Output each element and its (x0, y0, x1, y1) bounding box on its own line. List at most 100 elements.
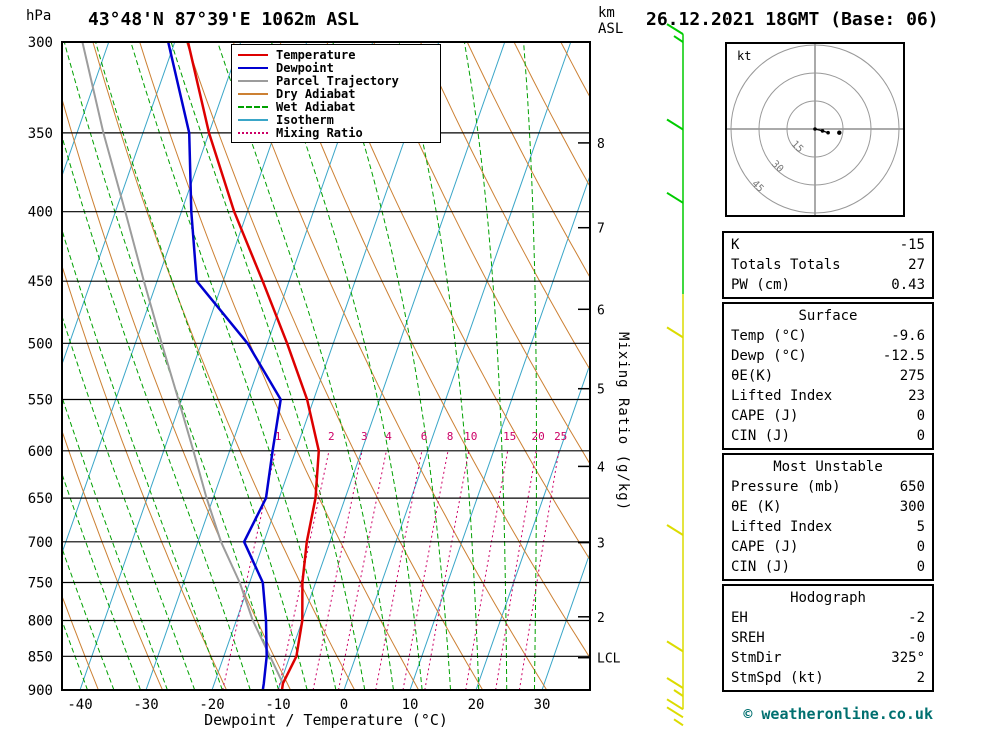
stats-box-title: Surface (798, 308, 858, 324)
stats-value: 23 (908, 388, 925, 404)
wind-barb (666, 640, 684, 653)
temp-tick-label: -20 (199, 697, 224, 713)
stats-value: -15 (899, 237, 925, 253)
station-title: 43°48'N 87°39'E 1062m ASL (88, 9, 359, 30)
mixing-ratio-label: 3 (361, 430, 368, 443)
wind-barb (666, 326, 684, 339)
wind-barb (666, 191, 684, 204)
pressure-tick-label: 750 (28, 576, 53, 592)
legend-item-wet-adiabat: Wet Adiabat (238, 99, 434, 114)
stats-row: Pressure (mb) 650 (731, 477, 925, 497)
legend-line-sample (238, 53, 268, 56)
km-tick-label: 4 (597, 460, 605, 475)
legend-line-sample (238, 118, 268, 121)
stats-value: -12.5 (882, 348, 925, 364)
hodograph-ring (786, 100, 844, 158)
stats-label: Totals Totals (731, 257, 841, 273)
hodograph-storm-dot (837, 130, 842, 135)
stats-value: 275 (899, 368, 925, 384)
mixing-ratio-label: 20 (531, 430, 544, 443)
km-tick-label: 7 (597, 222, 605, 237)
datetime-title: 26.12.2021 18GMT (Base: 06) (646, 9, 939, 30)
pressure-tick-label: 550 (28, 393, 53, 409)
pressure-tick-label: 650 (28, 491, 53, 507)
stats-label: CIN (J) (731, 428, 791, 444)
km-tick-label: 6 (597, 303, 605, 318)
pressure-tick-label: 350 (28, 126, 53, 142)
stats-value: 0 (916, 559, 925, 575)
stats-label: CAPE (J) (731, 408, 799, 424)
stats-label: StmDir (731, 650, 782, 666)
temperature-curve (186, 42, 321, 690)
pressure-tick-label: 600 (28, 444, 53, 460)
wind-barb (666, 677, 684, 689)
legend-line-sample (238, 131, 268, 134)
pressure-tick-label: 400 (28, 205, 53, 221)
legend-line-sample (238, 92, 268, 95)
stats-row: θE(K) 275 (731, 366, 925, 386)
km-tick-label: 2 (597, 611, 605, 626)
mixing-ratio-label: 10 (464, 430, 477, 443)
isotherm-line (62, 42, 110, 178)
temp-tick-label: 30 (534, 697, 551, 713)
pressure-tick-label: 850 (28, 649, 53, 665)
legend-line-sample (238, 105, 268, 108)
stats-tables: K -15 Totals Totals 27 PW (cm) 0.43 Surface Tem… (722, 231, 934, 692)
mixing-ratio-label: 15 (503, 430, 516, 443)
stats-box-title: Most Unstable (773, 459, 883, 475)
legend-label: Dewpoint (276, 60, 334, 75)
legend-item-dry-adiabat: Dry Adiabat (238, 87, 434, 101)
stats-box-title: Hodograph (790, 590, 866, 606)
stats-label: θE(K) (731, 368, 774, 384)
pressure-tick-label: 700 (28, 535, 53, 551)
legend-item-mixing-ratio: Mixing Ratio (238, 125, 434, 140)
mixing-ratio-line (518, 450, 560, 690)
isotherm-line (62, 42, 242, 555)
temp-axis-label: Dewpoint / Temperature (°C) (204, 711, 448, 729)
wind-barb (673, 35, 684, 43)
mixing-ratio-label: 25 (554, 430, 567, 443)
stats-row: θE (K) 300 (731, 497, 925, 517)
stats-value: 325° (891, 650, 925, 666)
sounding-series (81, 42, 321, 690)
stats-value: 27 (908, 257, 925, 273)
km-tick-label: 8 (597, 137, 605, 152)
stats-label: SREH (731, 630, 765, 646)
stats-row: CAPE (J) 0 (731, 537, 925, 557)
stats-value: 0 (916, 428, 925, 444)
stats-row: SREH -0 (731, 628, 925, 648)
stats-value: 0 (916, 408, 925, 424)
temp-tick-label: 20 (468, 697, 485, 713)
legend-label: Temperature (276, 47, 356, 62)
wet-adiabat-line (523, 42, 537, 690)
pressure-tick-label: 300 (28, 35, 53, 51)
wet-adiabat-line (62, 395, 168, 690)
mixing-ratio-label: 2 (328, 430, 335, 443)
wind-barb (673, 718, 684, 727)
stats-row: K -15 (731, 235, 925, 255)
stats-label: CIN (J) (731, 559, 791, 575)
stats-row: Lifted Index 23 (731, 386, 925, 406)
stats-row: StmDir 325° (731, 648, 925, 668)
stats-label: Temp (°C) (731, 328, 807, 344)
stats-row: Lifted Index 5 (731, 517, 925, 537)
hodograph-ring-label: 30 (769, 159, 785, 175)
mixing-ratio-line (402, 450, 449, 690)
stats-label: StmSpd (kt) (731, 670, 824, 686)
stats-box-surface: Surface Temp (°C) -9.6 Dewp (°C) -12.5 θE(K) 2… (722, 302, 934, 450)
wet-adiabat-line (62, 134, 251, 690)
stats-value: 650 (899, 479, 925, 495)
legend-label: Wet Adiabat (276, 99, 356, 114)
mixing-ratio-label: 8 (447, 430, 454, 443)
stats-value: -9.6 (891, 328, 925, 344)
stats-row: Temp (°C) -9.6 (731, 326, 925, 346)
stats-label: EH (731, 610, 748, 626)
wind-barb-column (666, 23, 684, 727)
dry-adiabat-line (62, 429, 163, 690)
hodograph-panel: 15 30 45 kt (725, 42, 905, 217)
chart-legend: Temperature Dewpoint Parcel Trajectory Dry … (231, 44, 441, 143)
wet-adiabat-line (62, 472, 141, 690)
legend-label: Mixing Ratio (276, 125, 363, 140)
